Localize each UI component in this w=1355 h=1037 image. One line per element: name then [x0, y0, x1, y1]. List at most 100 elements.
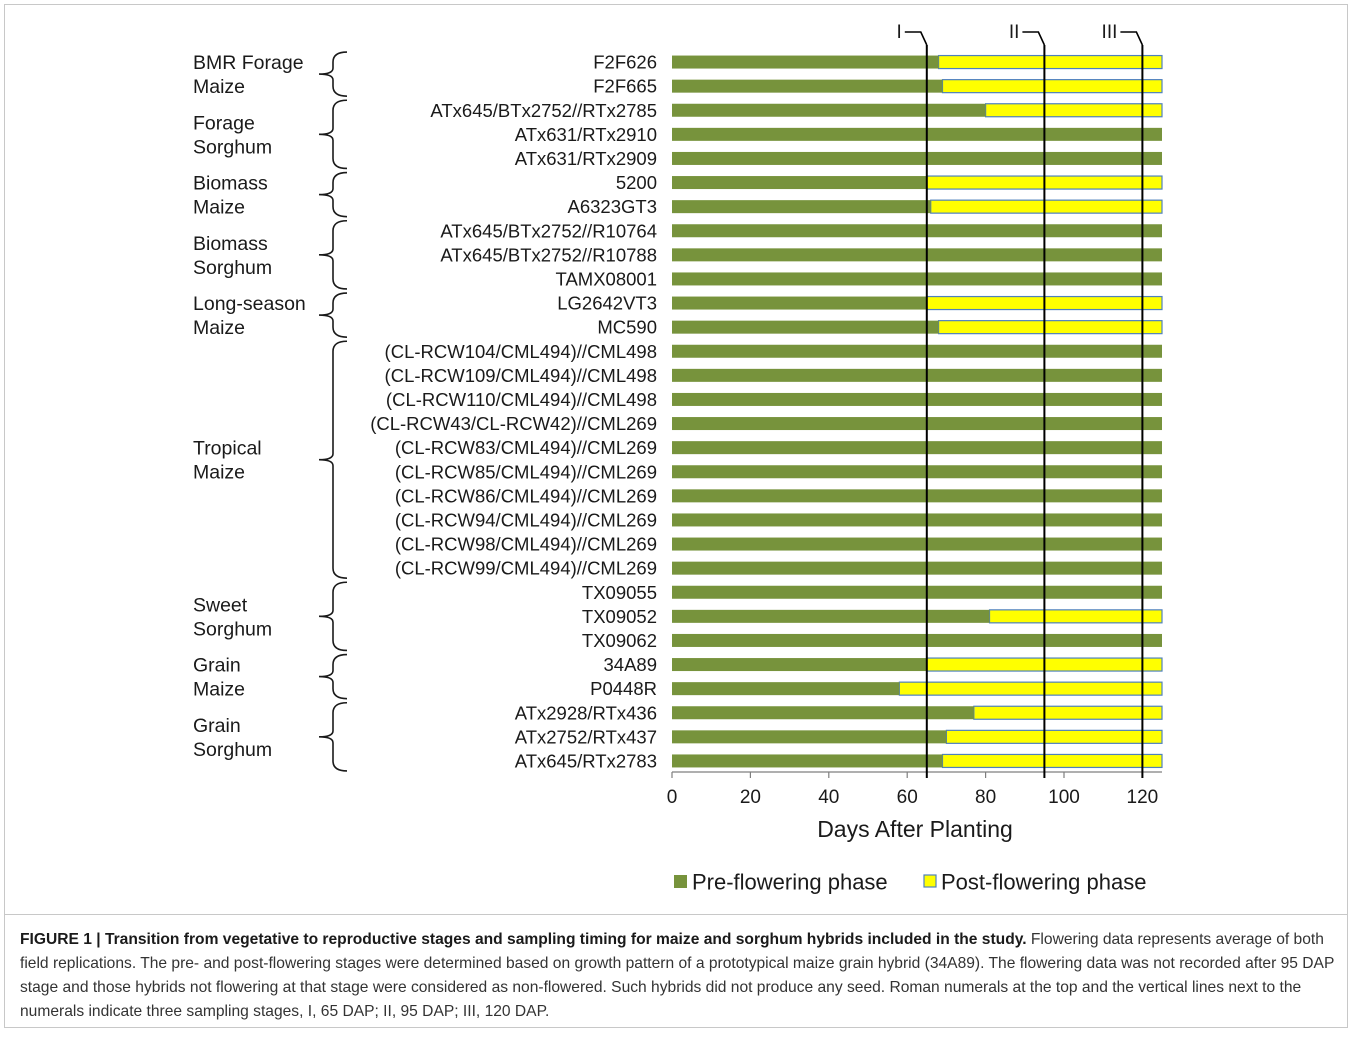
- category-label: (CL-RCW98/CML494)//CML269: [395, 534, 657, 555]
- category-label: ATx645/BTx2752//R10764: [440, 220, 657, 241]
- pre-flowering-bar: [672, 296, 927, 310]
- pre-flowering-bar: [672, 730, 947, 744]
- pre-flowering-bar: [672, 103, 986, 117]
- category-label: (CL-RCW85/CML494)//CML269: [395, 461, 657, 482]
- pre-flowering-bar: [672, 417, 1162, 431]
- group-brace: [318, 171, 348, 218]
- pre-flowering-bar: [672, 55, 939, 69]
- category-label: LG2642VT3: [557, 293, 657, 314]
- group-label: Grain: [193, 715, 241, 737]
- category-label: F2F626: [593, 52, 657, 73]
- category-label: ATx645/RTx2783: [515, 750, 657, 771]
- category-label: (CL-RCW99/CML494)//CML269: [395, 558, 657, 579]
- pre-flowering-bar: [672, 344, 1162, 358]
- group-label: Grain: [193, 655, 241, 677]
- pre-flowering-bar: [672, 537, 1162, 551]
- group-label: Maize: [193, 197, 245, 219]
- legend-swatch-pre: [674, 875, 687, 888]
- group-brace: [318, 340, 348, 579]
- x-tick-label: 80: [975, 787, 996, 808]
- sampling-stage-marker: [904, 31, 928, 46]
- post-flowering-bar: [930, 199, 1163, 214]
- x-tick-label: 40: [818, 787, 839, 808]
- post-flowering-bar: [988, 609, 1163, 624]
- legend-label-pre: Pre-flowering phase: [692, 870, 888, 895]
- sampling-stage-label: III: [1102, 22, 1118, 43]
- category-label: (CL-RCW104/CML494)//CML498: [385, 341, 657, 362]
- category-label: 34A89: [604, 654, 658, 675]
- category-label: ATx631/RTx2910: [515, 124, 657, 145]
- group-label: Sweet: [193, 594, 248, 616]
- group-brace: [318, 99, 348, 170]
- group-label: Biomass: [193, 233, 268, 255]
- x-tick-label: 0: [667, 787, 678, 808]
- pre-flowering-bar: [672, 151, 1162, 165]
- group-label: Long-season: [193, 293, 306, 315]
- x-axis: 0 20 40 60 80 100 120: [667, 771, 1162, 808]
- caption-title: FIGURE 1 | Transition from vegetative to…: [20, 931, 1027, 948]
- group-brace: [318, 51, 348, 97]
- category-label: ATx631/RTx2909: [515, 148, 657, 169]
- category-labels: F2F626 F2F665 ATx645/BTx2752//RTx2785 ATx63…: [370, 52, 657, 772]
- pre-flowering-bar: [672, 272, 1162, 286]
- sampling-stage-marker: [1022, 31, 1046, 46]
- pre-flowering-bar: [672, 585, 1162, 599]
- pre-flowering-bar: [672, 248, 1162, 262]
- category-label: (CL-RCW110/CML494)//CML498: [386, 389, 657, 410]
- pre-flowering-bar: [672, 224, 1162, 238]
- category-label: ATx645/BTx2752//RTx2785: [430, 100, 657, 121]
- pre-flowering-bar: [672, 200, 931, 214]
- flowering-chart: BMR ForageMaizeForageSorghumBiomassMaize…: [193, 22, 1163, 895]
- post-flowering-bar: [984, 103, 1163, 118]
- post-flowering-bar: [945, 729, 1163, 744]
- legend-label-post: Post-flowering phase: [941, 870, 1146, 895]
- x-tick-label: 60: [897, 787, 918, 808]
- group-brace: [318, 292, 348, 338]
- x-tick-label: 120: [1127, 787, 1159, 808]
- caption-divider: [4, 914, 1348, 915]
- category-label: ATx2752/RTx437: [515, 726, 657, 747]
- pre-flowering-bar: [672, 609, 990, 623]
- bars: [672, 54, 1163, 769]
- group-label: Sorghum: [193, 739, 272, 761]
- post-flowering-bar: [941, 79, 1163, 94]
- sampling-stage-label: II: [1009, 22, 1020, 43]
- category-label: (CL-RCW86/CML494)//CML269: [395, 485, 657, 506]
- x-axis-title: Days After Planting: [817, 816, 1013, 842]
- category-label: F2F665: [593, 76, 657, 97]
- sampling-stage-label: I: [897, 22, 902, 43]
- legend-swatch-post: [923, 874, 937, 888]
- pre-flowering-bar: [672, 368, 1162, 382]
- pre-flowering-bar: [672, 176, 927, 190]
- group-labels: BMR ForageMaizeForageSorghumBiomassMaize…: [193, 51, 348, 772]
- category-label: MC590: [597, 317, 657, 338]
- sampling-stage-marker: [1120, 31, 1144, 46]
- group-label: Sorghum: [193, 257, 272, 279]
- x-tick-label: 100: [1048, 787, 1080, 808]
- pre-flowering-bar: [672, 682, 900, 696]
- pre-flowering-bar: [672, 513, 1162, 527]
- category-label: (CL-RCW83/CML494)//CML269: [395, 437, 657, 458]
- pre-flowering-bar: [672, 441, 1162, 455]
- group-label: Sorghum: [193, 136, 272, 158]
- category-label: TAMX08001: [556, 268, 657, 289]
- group-label: Tropical: [193, 438, 262, 460]
- group-brace: [318, 581, 348, 652]
- post-flowering-bar: [941, 753, 1163, 769]
- group-label: Maize: [193, 76, 245, 98]
- pre-flowering-bar: [672, 465, 1162, 479]
- pre-flowering-bar: [672, 127, 1162, 141]
- group-brace: [318, 653, 348, 700]
- category-label: (CL-RCW43/CL-RCW42)//CML269: [370, 413, 657, 434]
- pre-flowering-bar: [672, 489, 1162, 503]
- group-label: Sorghum: [193, 618, 272, 640]
- category-label: ATx645/BTx2752//R10788: [440, 244, 657, 265]
- pre-flowering-bar: [672, 633, 1162, 647]
- group-label: Maize: [193, 317, 245, 339]
- pre-flowering-bar: [672, 561, 1162, 575]
- category-label: ATx2928/RTx436: [515, 702, 657, 723]
- pre-flowering-bar: [672, 320, 939, 334]
- figure-caption: FIGURE 1 | Transition from vegetative to…: [20, 928, 1338, 1024]
- group-brace: [318, 219, 348, 290]
- x-tick-label: 20: [740, 787, 761, 808]
